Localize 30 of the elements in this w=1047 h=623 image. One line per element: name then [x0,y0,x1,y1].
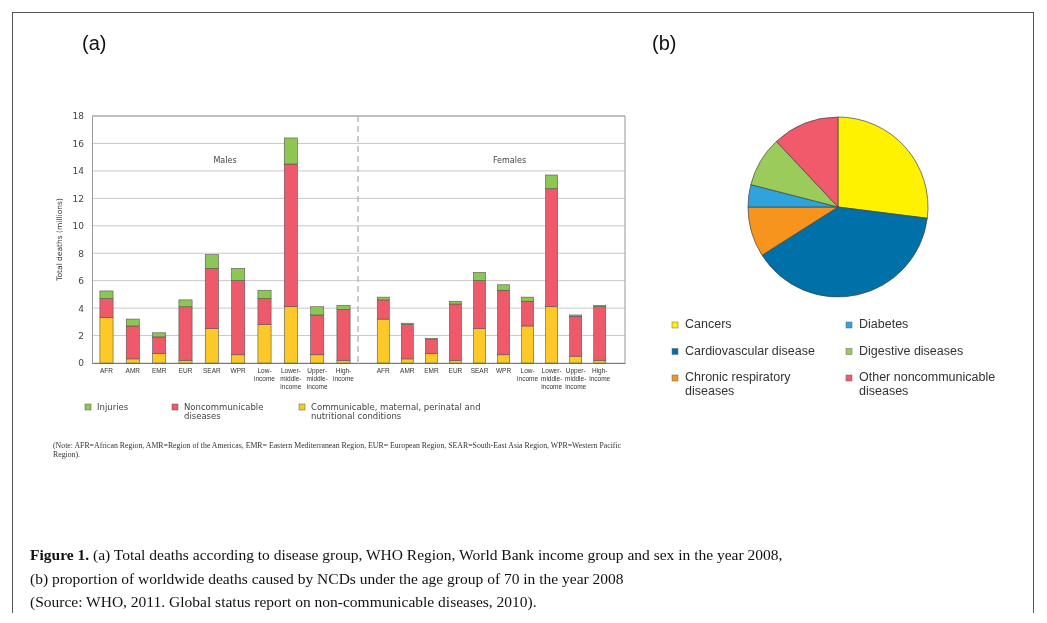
y-tick-label: 6 [78,276,85,287]
y-tick-label: 10 [72,221,85,232]
legend-label: Cancers [685,317,732,331]
bar [593,306,607,361]
legend-label: Other noncommunicable diseases [859,370,996,399]
text: Females [492,156,527,165]
y-tick-label: 12 [72,193,84,204]
legend-label: Chronic respiratory diseases [685,370,792,399]
text: (a) [82,32,107,54]
y-tick-label: 14 [72,166,85,177]
caption: Figure 1. (a) Total deaths according to disease group, WHO Region, World Bank income group and sex in the year 2008, [30,546,783,564]
text: (Source: WHO, 2011. Global status report on non-communicable diseases, 2010). [30,593,537,611]
y-tick-label: 0 [78,358,85,369]
legend-label: Noncommunicable diseases [184,402,264,421]
y-tick-label: 8 [78,248,85,259]
bar [401,324,414,360]
text: (b) [652,32,677,54]
y-tick-label: 4 [78,303,85,314]
legend-label: Digestive diseases [859,343,964,358]
text: Males [213,156,237,165]
legend-label: Diabetes [859,317,909,331]
legend-label: Communicable, maternal, perinatal and nutritional conditions [311,402,481,421]
legend-label: Injuries [97,402,129,412]
bar [336,309,351,361]
y-tick-label: 16 [72,138,85,149]
y-tick-label: 2 [78,330,84,341]
bar [449,303,462,361]
y-tick-label: 18 [72,111,85,122]
legend-label: Cardiovascular disease [685,343,815,358]
text: (b) proportion of worldwide deaths caused by NCDs under the age group of 70 in the year 2008 [30,569,624,588]
